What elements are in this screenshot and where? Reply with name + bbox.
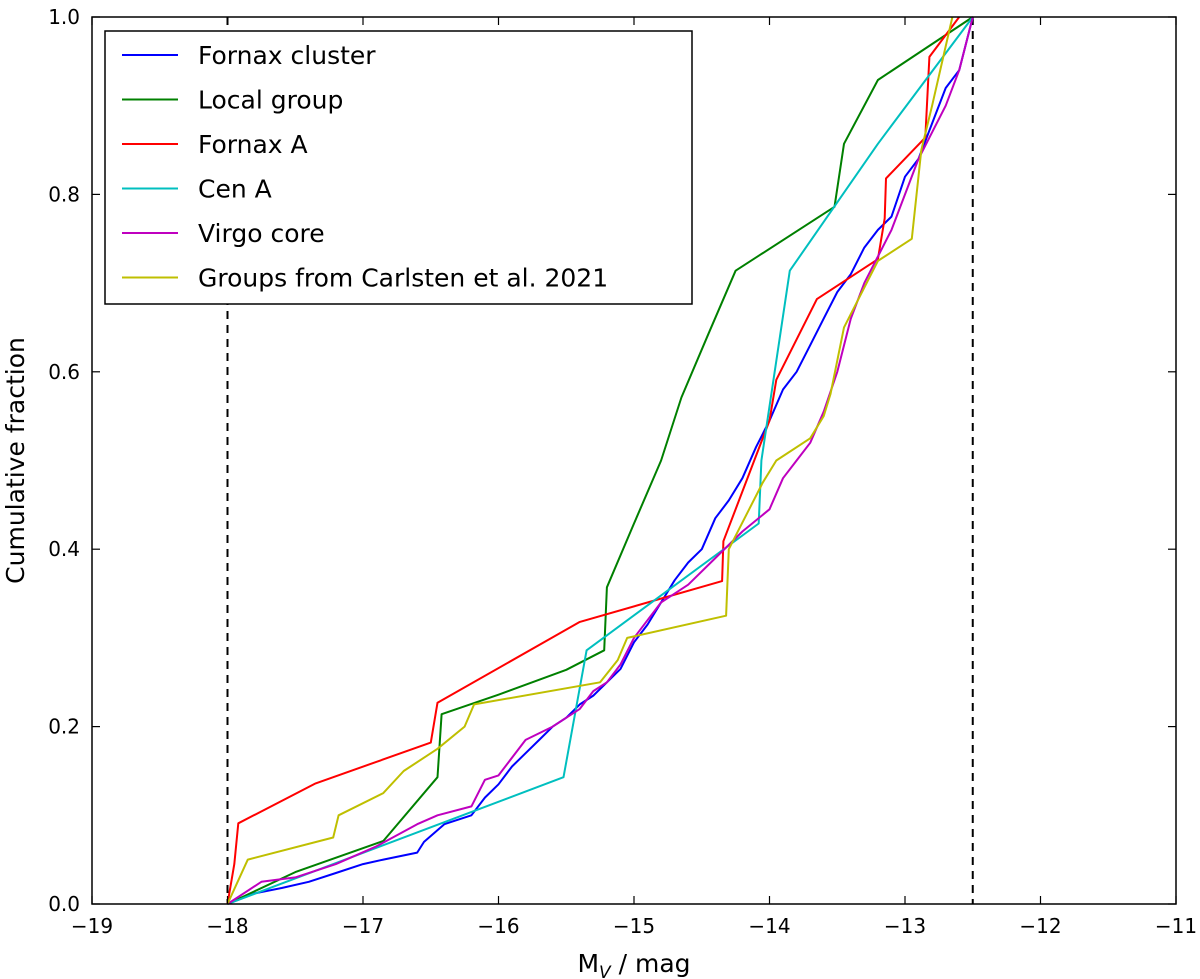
legend-label-1: Fornax cluster bbox=[198, 41, 376, 70]
y-tick-label: 0.8 bbox=[48, 182, 80, 206]
x-tick-label: −11 bbox=[1155, 914, 1197, 938]
plot-frame bbox=[91, 16, 1177, 905]
x-axis-title-unit: / mag bbox=[611, 949, 691, 978]
series-line-6 bbox=[226, 16, 954, 905]
y-tick-label: 0.4 bbox=[48, 537, 80, 561]
x-tick-label: −18 bbox=[206, 914, 248, 938]
x-tick-label: −19 bbox=[71, 914, 113, 938]
legend-label-3: Fornax A bbox=[198, 130, 308, 159]
legend: Fornax cluster Local group Fornax A Cen A Vi… bbox=[104, 30, 693, 305]
x-tick-label: −12 bbox=[1019, 914, 1061, 938]
x-tick-label: −17 bbox=[342, 914, 384, 938]
series-line-1 bbox=[227, 16, 974, 905]
legend-label-2: Local group bbox=[198, 86, 343, 115]
y-tick-label: 0.0 bbox=[48, 892, 80, 916]
legend-label-5: Virgo core bbox=[198, 219, 325, 248]
series-line-3 bbox=[226, 16, 961, 905]
x-axis-title-subscript: V bbox=[599, 963, 612, 979]
data-series bbox=[226, 16, 974, 905]
series-line-4 bbox=[227, 16, 974, 905]
x-tick-label: −16 bbox=[477, 914, 519, 938]
y-tick-label: 0.2 bbox=[48, 715, 80, 739]
y-tick-label: 0.6 bbox=[48, 360, 80, 384]
legend-label-6: Groups from Carlsten et al. 2021 bbox=[198, 264, 608, 293]
y-axis-title: Cumulative fraction bbox=[1, 337, 30, 584]
series-line-5 bbox=[226, 16, 974, 905]
legend-label-4: Cen A bbox=[198, 175, 272, 204]
series-line-2 bbox=[227, 16, 974, 905]
x-tick-label: −15 bbox=[613, 914, 655, 938]
x-axis-title: MV / mag bbox=[577, 949, 690, 979]
y-tick-label: 1.0 bbox=[48, 5, 80, 29]
legend-box bbox=[104, 30, 693, 305]
x-tick-label: −14 bbox=[748, 914, 790, 938]
x-axis-title-main: M bbox=[577, 949, 599, 978]
axis-ticks: −19 −18 −17 −16 −15 −14 −13 −12 −11 0.0 0.2 0.4 0.6 0… bbox=[48, 5, 1197, 938]
x-tick-label: −13 bbox=[884, 914, 926, 938]
